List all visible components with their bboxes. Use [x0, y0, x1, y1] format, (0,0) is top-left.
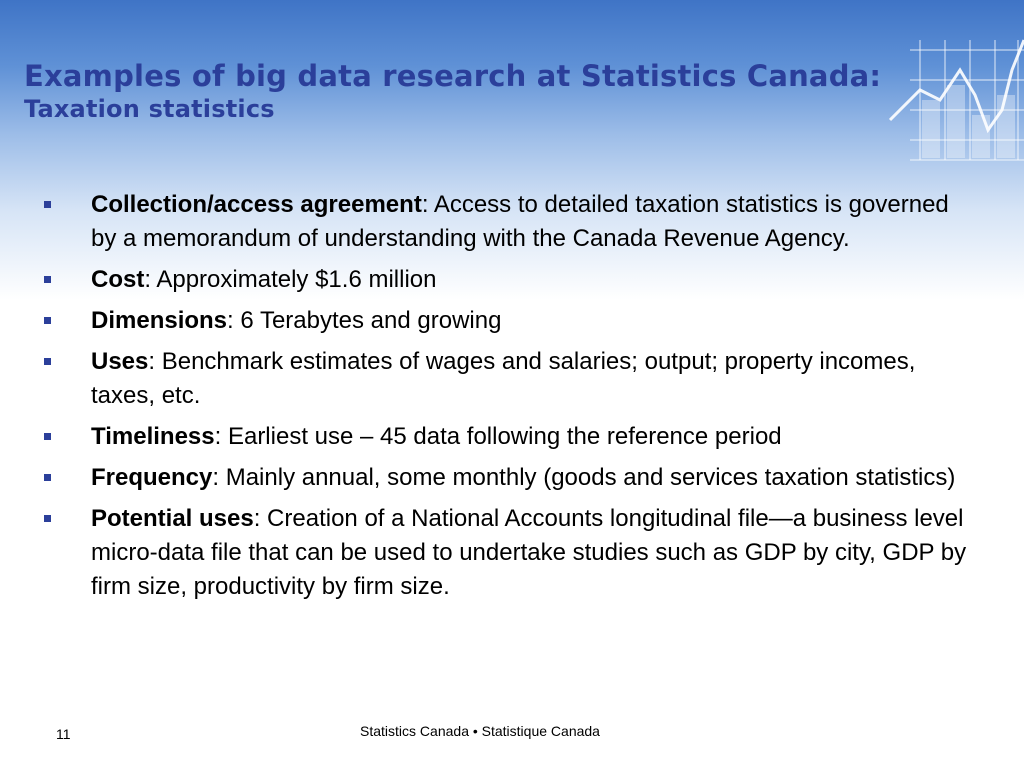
bullet-term: Dimensions — [91, 307, 228, 334]
page-number: 11 — [56, 726, 71, 742]
bullet-text: : Creation of a National Accounts longit… — [91, 505, 967, 600]
square-bullet-icon — [44, 474, 51, 481]
square-bullet-icon — [44, 358, 51, 365]
bullet-term: Cost — [91, 266, 145, 293]
bullet-item: Dimensions: 6 Terabytes and growing — [44, 304, 974, 338]
square-bullet-icon — [44, 515, 51, 522]
bullet-term: Collection/access agreement — [91, 191, 422, 218]
bullet-item: Timeliness: Earliest use – 45 data follo… — [44, 420, 974, 454]
bullet-item: Frequency: Mainly annual, some monthly (… — [44, 461, 974, 495]
bullet-term: Potential uses — [91, 505, 254, 532]
bullet-text: : Benchmark estimates of wages and salar… — [91, 348, 916, 409]
bullet-text: : Earliest use – 45 data following the r… — [214, 423, 782, 450]
bullet-list: Collection/access agreement: Access to d… — [44, 188, 974, 611]
square-bullet-icon — [44, 201, 51, 208]
bullet-item: Cost: Approximately $1.6 million — [44, 263, 974, 297]
bullet-text: : Access to detailed taxation statistics… — [91, 191, 949, 252]
bullet-text: : Mainly annual, some monthly (goods and… — [212, 464, 956, 491]
bullet-text: : Approximately $1.6 million — [144, 266, 437, 293]
bullet-item: Uses: Benchmark estimates of wages and s… — [44, 345, 974, 413]
bullet-item: Potential uses: Creation of a National A… — [44, 502, 974, 604]
bullet-term: Timeliness — [91, 423, 215, 450]
square-bullet-icon — [44, 433, 51, 440]
bullet-text: : 6 Terabytes and growing — [227, 307, 502, 334]
header-background — [0, 0, 1024, 300]
slide-subtitle: Taxation statistics — [24, 95, 275, 123]
bullet-item: Collection/access agreement: Access to d… — [44, 188, 974, 256]
square-bullet-icon — [44, 317, 51, 324]
chart-line-grid-icon — [888, 39, 1024, 161]
square-bullet-icon — [44, 276, 51, 283]
footer-org: Statistics Canada • Statistique Canada — [360, 723, 600, 739]
bullet-term: Uses — [91, 348, 149, 375]
bullet-term: Frequency — [91, 464, 213, 491]
slide-title: Examples of big data research at Statist… — [24, 58, 881, 124]
slide-title-main: Examples of big data research at Statist… — [24, 59, 882, 93]
